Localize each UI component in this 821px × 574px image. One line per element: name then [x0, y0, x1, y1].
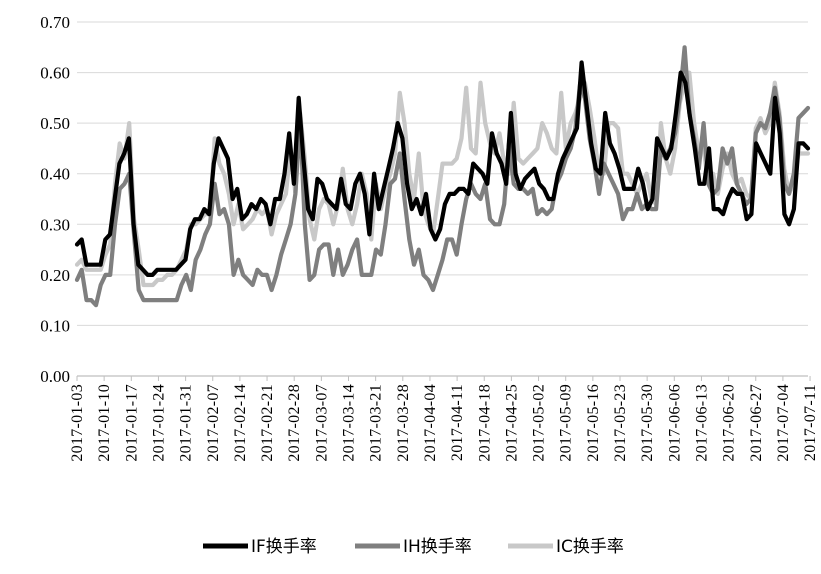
x-tick-label: 2017-06-20 [721, 384, 738, 462]
x-tick-label: 2017-04-11 [449, 384, 466, 461]
series-line-0 [74, 60, 811, 277]
x-tick-label: 2017-02-14 [232, 384, 249, 462]
x-tick-label: 2017-03-28 [395, 384, 412, 462]
y-axis: 0.00 0.10 0.20 0.30 0.40 0.50 0.60 0.70 [40, 13, 808, 386]
x-tick-label: 2017-06-13 [693, 384, 710, 462]
x-tick-label: 2017-04-25 [503, 384, 520, 462]
x-tick-label: 2017-04-04 [422, 384, 439, 462]
y-tick-label: 0.10 [40, 316, 70, 335]
x-tick-label: 2017-01-03 [69, 384, 86, 462]
legend: IF换手率 IH换手率 IC换手率 [203, 537, 624, 557]
y-tick-label: 0.30 [40, 215, 70, 234]
y-tick-label: 0.60 [40, 64, 70, 83]
y-tick-label: 0.50 [40, 114, 70, 133]
x-tick-label: 2017-03-21 [368, 384, 385, 462]
series-line-1 [74, 45, 811, 308]
x-tick-label: 2017-01-31 [178, 384, 195, 462]
x-tick-label: 2017-05-23 [612, 384, 629, 462]
x-tick-label: 2017-02-28 [286, 384, 303, 462]
x-tick-label: 2017-05-30 [639, 384, 656, 462]
x-tick-label: 2017-03-07 [313, 384, 330, 462]
x-tick-label: 2017-05-02 [531, 384, 548, 462]
x-tick-label: 2017-01-17 [123, 384, 140, 462]
y-tick-label: 0.40 [40, 165, 70, 184]
x-tick-label: 2017-05-09 [558, 384, 575, 462]
y-tick-label: 0.70 [40, 13, 70, 32]
x-tick-label: 2017-06-06 [666, 384, 683, 462]
x-tick-label: 2017-01-24 [150, 384, 167, 462]
legend-label: IF换手率 [251, 537, 317, 557]
x-tick-label: 2017-07-11 [802, 384, 819, 461]
x-tick-label: 2017-06-27 [748, 384, 765, 462]
x-tick-label: 2017-02-21 [259, 384, 276, 462]
x-tick-label: 2017-01-10 [96, 384, 113, 462]
y-tick-label: 0.20 [40, 266, 70, 285]
x-tick-label: 2017-04-18 [476, 384, 493, 462]
series-lines [74, 45, 811, 308]
y-tick-label: 0.00 [40, 367, 70, 386]
legend-label: IH换手率 [403, 537, 472, 557]
x-axis: 2017-01-03 2017-01-10 2017-01-17 2017-01-24… [69, 376, 819, 462]
x-tick-label: 2017-07-04 [775, 384, 792, 462]
x-tick-label: 2017-03-14 [341, 384, 358, 462]
x-tick-label: 2017-02-07 [205, 384, 222, 462]
legend-label: IC换手率 [556, 537, 624, 557]
x-tick-label: 2017-05-16 [585, 384, 602, 462]
